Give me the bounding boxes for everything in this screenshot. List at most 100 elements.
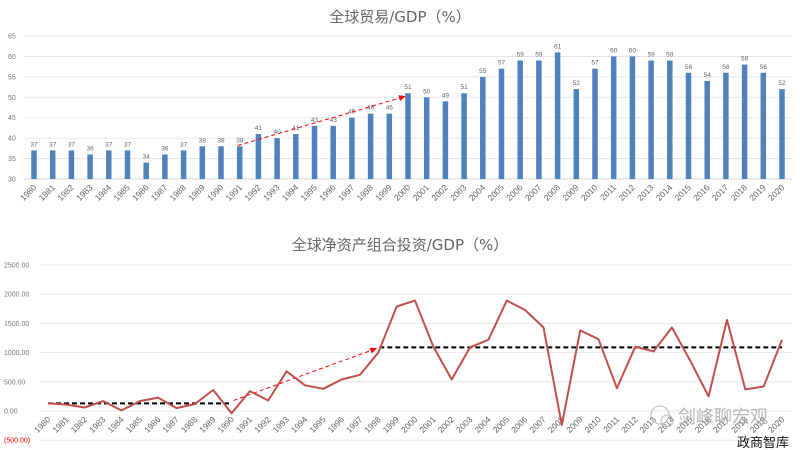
bar — [386, 113, 393, 179]
bar-value-label: 60 — [629, 47, 637, 54]
x-tick-label: 1999 — [373, 182, 394, 203]
x-tick-label: 2014 — [654, 182, 675, 203]
bar — [87, 154, 93, 179]
x-tick-label: 2012 — [616, 182, 637, 203]
x-tick-label: 2020 — [766, 182, 787, 203]
bar-value-label: 37 — [180, 141, 188, 148]
bar-value-label: 58 — [741, 56, 749, 63]
bar-value-label: 43 — [330, 117, 338, 124]
x-tick-label: 2015 — [672, 182, 693, 203]
bar-value-label: 50 — [423, 88, 431, 95]
bar — [442, 101, 449, 179]
y-tick-label: 1000.00 — [4, 350, 29, 357]
x-tick-label: 2003 — [448, 182, 469, 203]
bar — [423, 97, 430, 179]
y-tick-label: 0.00 — [4, 409, 18, 416]
bar — [162, 154, 168, 179]
bar — [218, 146, 224, 179]
trend-arrow — [237, 95, 406, 146]
bar — [741, 64, 748, 179]
x-tick-label: 2004 — [467, 182, 488, 203]
x-tick-label: 1994 — [289, 414, 310, 435]
trend-arrow — [233, 347, 378, 401]
x-tick-label: 1993 — [271, 414, 292, 435]
x-tick-label: 2002 — [429, 182, 450, 203]
x-tick-label: 1989 — [186, 182, 207, 203]
bar — [760, 72, 767, 179]
x-tick-label: 2009 — [564, 414, 585, 435]
bar-value-label: 37 — [30, 141, 38, 148]
y-tick-label: 45 — [8, 115, 16, 122]
bar-value-label: 46 — [367, 105, 375, 112]
bar-value-label: 57 — [591, 60, 599, 67]
bar — [573, 89, 580, 179]
x-tick-label: 2003 — [454, 414, 475, 435]
bar-value-label: 34 — [143, 154, 151, 161]
x-tick-label: 2010 — [579, 182, 600, 203]
x-tick-label: 1980 — [32, 414, 53, 435]
y-tick-label: 60 — [8, 54, 16, 61]
x-tick-label: 2009 — [560, 182, 581, 203]
x-tick-label: 1990 — [215, 414, 236, 435]
x-tick-label: 1984 — [105, 414, 126, 435]
y-tick-label: 35 — [8, 156, 16, 163]
bar — [704, 80, 710, 179]
y-tick-label: 30 — [8, 177, 16, 184]
watermark-primary: 剑峰聊宏观 — [678, 407, 768, 428]
bar — [293, 134, 299, 179]
x-tick-label: 2017 — [710, 182, 731, 203]
x-tick-label: 2013 — [638, 414, 659, 435]
bar — [554, 52, 561, 179]
bar-value-label: 51 — [404, 84, 412, 91]
bar-value-label: 59 — [666, 52, 674, 59]
bar-value-label: 55 — [479, 68, 487, 75]
x-tick-label: 1995 — [307, 414, 328, 435]
bar-value-label: 57 — [498, 60, 506, 67]
y-tick-label: 1500.00 — [4, 321, 29, 328]
bar — [723, 72, 729, 179]
x-tick-label: 1981 — [50, 414, 71, 435]
bar — [255, 134, 262, 179]
portfolio-investment-line-chart: 全球净资产组合投资/GDP（%） (500.00) 0.00 500.00 1000.0… — [4, 236, 792, 445]
x-tick-label: 1986 — [130, 182, 151, 203]
bar-value-label: 52 — [573, 80, 581, 87]
x-tick-label: 2006 — [509, 414, 530, 435]
bar — [461, 93, 467, 179]
bar-value-label: 56 — [722, 64, 730, 71]
wechat-icon-inner — [660, 414, 674, 428]
bar — [367, 113, 374, 179]
x-tick-label: 1986 — [142, 414, 163, 435]
x-tick-label: 1983 — [87, 414, 108, 435]
y-tick-label: 500.00 — [4, 379, 26, 386]
x-tick-label: 1994 — [280, 182, 301, 203]
x-tick-label: 2019 — [747, 182, 768, 203]
x-tick-label: 1989 — [197, 414, 218, 435]
bar-value-label: 38 — [199, 137, 207, 144]
x-tick-label: 1980 — [18, 182, 39, 203]
bar-value-label: 51 — [460, 84, 468, 91]
y-tick-label: 50 — [8, 95, 16, 102]
bar-value-label: 41 — [292, 125, 300, 132]
bar-value-label: 56 — [760, 64, 768, 71]
x-tick-label: 1992 — [252, 414, 273, 435]
y-tick-label: 65 — [8, 34, 16, 41]
bar-value-label: 37 — [49, 141, 57, 148]
x-tick-label: 1996 — [326, 414, 347, 435]
x-tick-label: 2000 — [392, 182, 413, 203]
bar-value-label: 40 — [273, 129, 281, 136]
chart-title: 全球贸易/GDP（%） — [329, 8, 471, 26]
bar — [610, 56, 617, 179]
bar — [330, 125, 336, 179]
bar — [68, 150, 75, 179]
x-tick-label: 1999 — [381, 414, 402, 435]
x-tick-label: 1987 — [160, 414, 181, 435]
bar — [199, 146, 206, 179]
bar-value-label: 59 — [647, 52, 655, 59]
x-tick-label: 2001 — [411, 182, 432, 203]
bar — [49, 150, 56, 179]
x-tick-label: 2011 — [601, 414, 621, 434]
bar-value-label: 60 — [610, 47, 618, 54]
bar-value-label: 54 — [704, 72, 712, 79]
